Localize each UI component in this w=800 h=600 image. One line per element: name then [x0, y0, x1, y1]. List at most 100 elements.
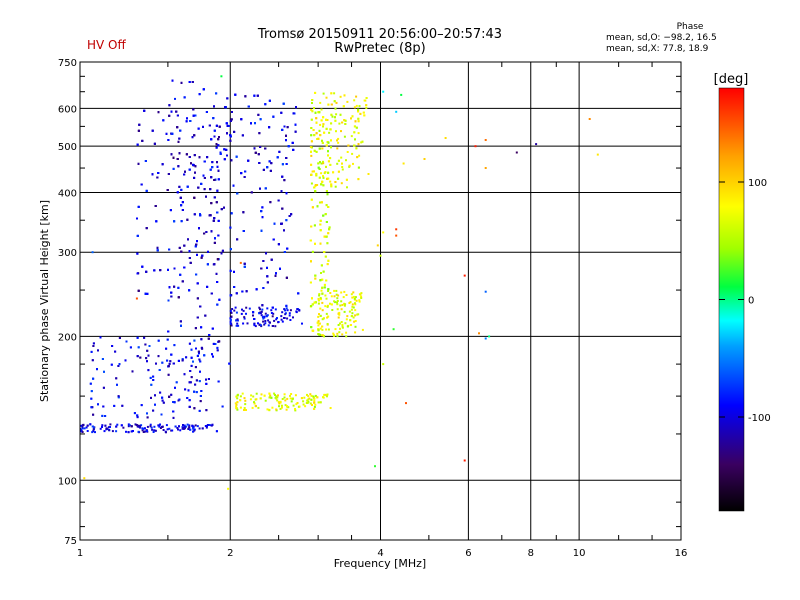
data-point: [325, 235, 328, 238]
data-point: [322, 334, 325, 337]
data-point: [81, 425, 84, 428]
data-point: [289, 319, 292, 321]
data-point: [348, 302, 351, 304]
data-point: [258, 306, 261, 309]
data-point: [336, 335, 339, 338]
data-point: [313, 399, 316, 402]
data-point: [198, 156, 201, 159]
data-point: [294, 394, 297, 397]
data-point: [170, 153, 173, 156]
data-point: [336, 147, 339, 150]
data-point: [146, 292, 149, 295]
data-point: [181, 358, 184, 361]
data-point: [262, 168, 265, 171]
data-point: [341, 121, 344, 124]
data-point: [217, 144, 220, 147]
data-point: [263, 315, 266, 318]
data-point: [281, 128, 284, 131]
outlier-point: [463, 459, 466, 462]
data-point: [109, 423, 112, 426]
data-point: [175, 381, 178, 384]
data-point: [311, 102, 313, 104]
data-point: [336, 162, 339, 165]
outlier-point: [83, 477, 86, 480]
data-point: [285, 219, 288, 222]
data-point: [270, 258, 273, 261]
data-point: [199, 360, 202, 363]
data-point: [337, 312, 340, 315]
data-point: [321, 292, 324, 295]
data-point: [268, 409, 271, 412]
data-point: [208, 334, 211, 336]
data-point: [111, 345, 114, 347]
data-point: [310, 118, 313, 121]
data-point: [241, 290, 244, 293]
data-point: [274, 394, 276, 396]
data-point: [172, 167, 175, 170]
data-point: [307, 400, 310, 403]
data-point: [323, 131, 326, 134]
data-point: [188, 289, 191, 292]
data-point: [340, 308, 343, 311]
data-point: [266, 281, 269, 284]
data-point: [172, 410, 175, 413]
data-point: [253, 147, 256, 150]
data-point: [136, 336, 139, 339]
data-point: [243, 262, 246, 265]
data-point: [319, 101, 322, 104]
data-point: [280, 222, 283, 225]
data-point: [320, 272, 322, 274]
data-point: [318, 293, 321, 296]
data-point: [318, 313, 320, 316]
x-tick-label: 10: [573, 548, 586, 559]
data-point: [346, 315, 349, 318]
data-point: [236, 397, 239, 400]
data-point: [215, 272, 218, 275]
data-point: [243, 316, 246, 319]
data-point: [159, 423, 161, 426]
data-point: [199, 400, 202, 403]
data-point: [320, 162, 323, 165]
data-point: [104, 424, 107, 427]
data-point: [285, 157, 288, 159]
data-point: [323, 172, 326, 175]
data-point: [310, 173, 313, 176]
data-point: [146, 425, 149, 428]
data-point: [324, 255, 327, 258]
data-point: [92, 426, 95, 429]
data-point: [192, 108, 195, 111]
data-point: [214, 237, 216, 240]
data-point: [343, 304, 346, 307]
data-point: [333, 295, 336, 298]
data-point: [186, 185, 189, 188]
data-point: [194, 424, 197, 427]
data-point: [257, 322, 259, 325]
data-point: [173, 267, 176, 270]
data-point: [327, 177, 330, 180]
data-point: [260, 210, 263, 213]
data-point: [161, 163, 164, 166]
data-point: [259, 308, 261, 311]
data-point: [196, 282, 199, 285]
data-point: [315, 132, 318, 135]
data-point: [319, 279, 322, 282]
data-point: [146, 416, 149, 419]
data-point: [285, 139, 287, 142]
data-point: [337, 177, 340, 180]
data-point: [215, 201, 218, 204]
data-point: [186, 397, 189, 399]
data-point: [182, 424, 184, 426]
data-point: [290, 393, 293, 395]
data-point: [157, 111, 160, 114]
data-point: [327, 288, 330, 291]
x-tick-label: 8: [528, 548, 534, 559]
data-point: [337, 170, 340, 173]
outlier-point: [474, 145, 477, 148]
data-point: [157, 355, 160, 358]
data-point: [116, 383, 118, 386]
data-point: [336, 301, 338, 304]
data-point: [285, 276, 288, 279]
data-point: [211, 161, 214, 164]
data-point: [340, 300, 343, 303]
data-point: [354, 296, 357, 299]
